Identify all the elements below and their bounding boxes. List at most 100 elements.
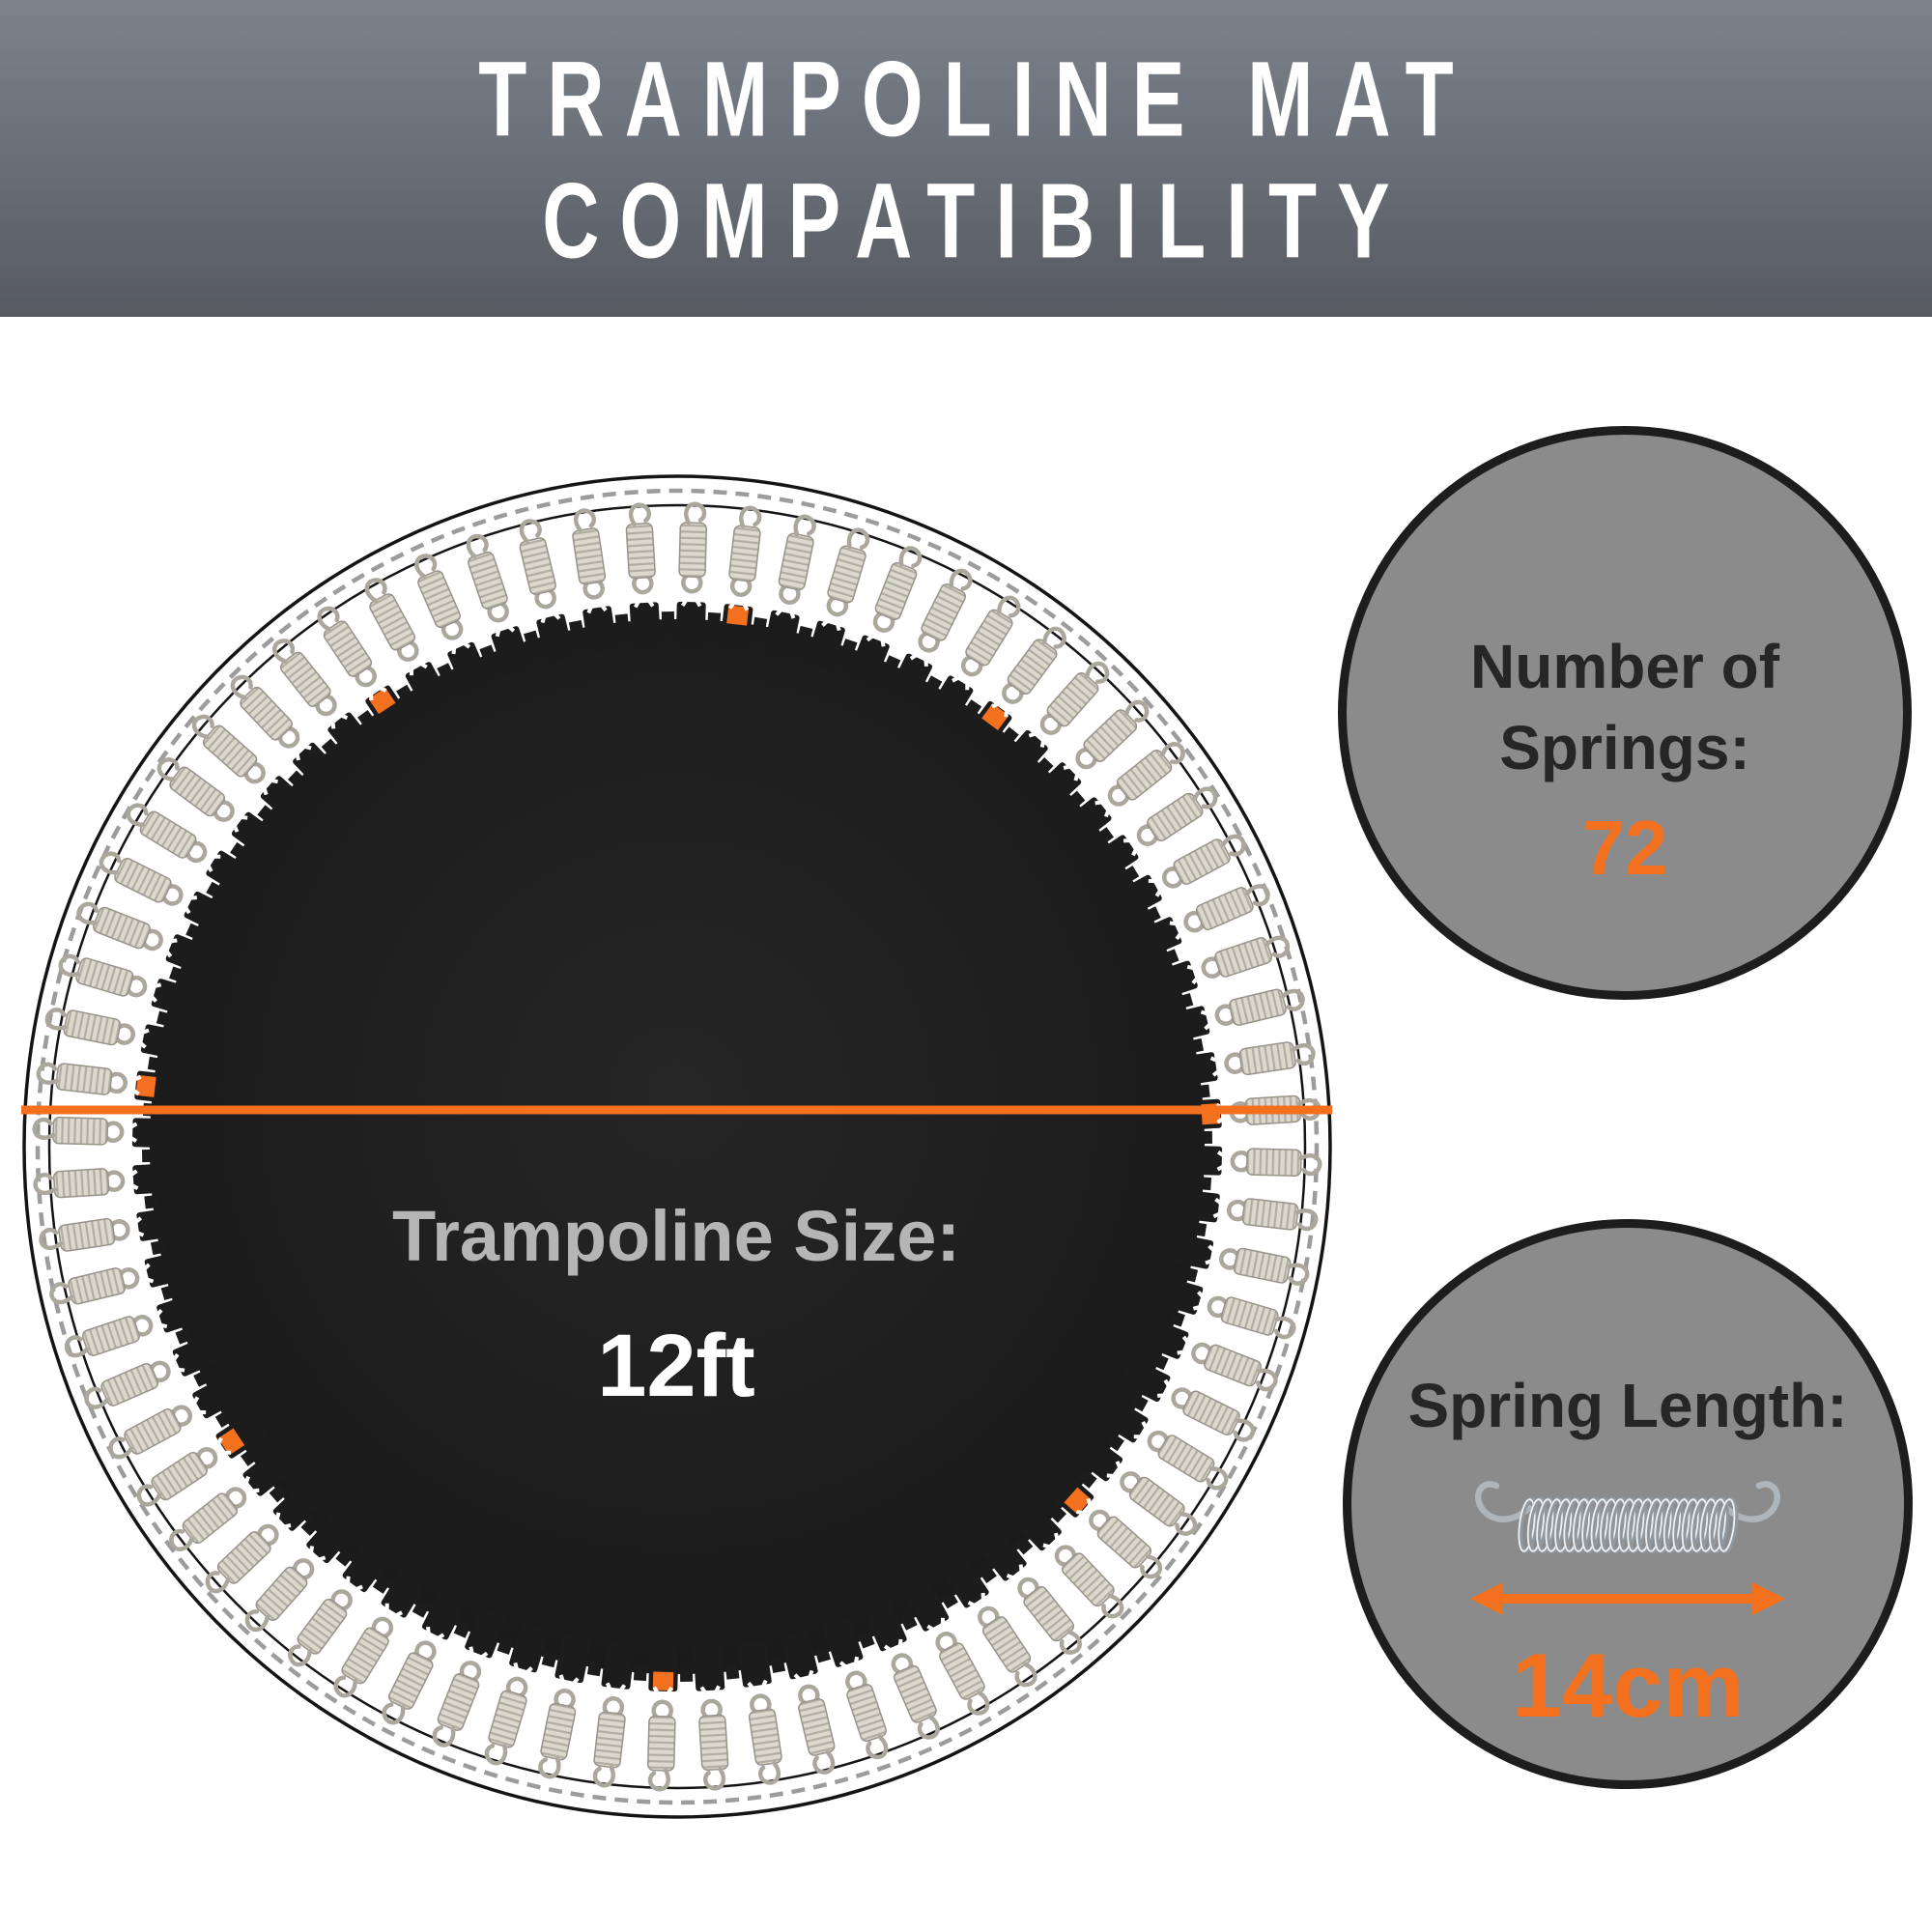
- spring-coil: [1083, 709, 1138, 762]
- coil-loop-highlight: [1654, 1498, 1672, 1552]
- mat-tab: [184, 891, 236, 936]
- spring-outer-hook: [757, 1760, 781, 1785]
- coil-loop-highlight: [1608, 1498, 1627, 1552]
- coil-loop-highlight: [1681, 1498, 1699, 1552]
- spring-outer-hook: [1175, 1511, 1198, 1536]
- spring-coil: [1046, 671, 1099, 727]
- spring-coil: [748, 1708, 782, 1766]
- spring-outer-hook: [1280, 988, 1305, 1011]
- mat-edge-bump: [924, 675, 943, 694]
- mat-tab: [1111, 874, 1162, 920]
- mat-tab: [156, 1292, 207, 1333]
- arrow-head-left: [1470, 1582, 1503, 1615]
- spring-coil: [1229, 988, 1287, 1026]
- spring-assembly: [904, 1580, 990, 1716]
- spring-outer-hook: [1295, 1208, 1319, 1232]
- frame-dashed-circle: [35, 488, 1320, 1805]
- spring-assembly: [64, 1292, 207, 1358]
- spring-assembly: [1160, 988, 1305, 1044]
- spring-coil: [240, 686, 293, 741]
- mat-tab: [421, 1588, 467, 1640]
- arrow-head-right: [1752, 1582, 1785, 1615]
- mat-edge-bump: [1047, 1504, 1067, 1523]
- spring-assembly: [780, 1630, 836, 1775]
- spring-outer-hook: [866, 1734, 889, 1760]
- mat-tab: [737, 1639, 772, 1688]
- spring-coil: [593, 1711, 626, 1769]
- spring-outer-hook: [573, 508, 597, 533]
- spring-coil: [1173, 838, 1231, 885]
- spring-coil: [540, 1702, 577, 1761]
- spring-assembly: [1177, 1145, 1322, 1178]
- mat-tab: [806, 620, 845, 670]
- mat-edge-bump: [169, 966, 186, 983]
- spring-outer-hook: [949, 568, 973, 591]
- spring-outer-hook: [519, 519, 542, 544]
- spring-coil: [1241, 1198, 1299, 1231]
- spring-outer-hook: [1256, 1368, 1278, 1392]
- spring-coil: [1117, 749, 1173, 801]
- spring-coil: [124, 1408, 182, 1455]
- coil-loop-highlight: [1536, 1498, 1554, 1552]
- spring-coil: [1195, 887, 1254, 930]
- spring-outer-hook: [58, 953, 80, 978]
- spring-assembly: [1096, 1396, 1229, 1491]
- mat-edge-bump: [230, 841, 248, 861]
- spring-assembly: [76, 901, 216, 977]
- spring-coil: [921, 583, 967, 641]
- spring-outer-hook: [1221, 834, 1246, 857]
- mat-edge-bump: [797, 625, 813, 642]
- spring-outer-hook: [205, 1571, 231, 1594]
- spring-outer-hook: [169, 1528, 194, 1551]
- mat-tab: [536, 613, 575, 664]
- spring-outer-hook: [484, 1744, 508, 1766]
- spring-coil: [1023, 1586, 1075, 1642]
- highlight-tab: [1064, 1487, 1092, 1515]
- mat-tab: [1011, 1500, 1062, 1551]
- spring-coil: [68, 1267, 126, 1305]
- spring-outer-hook: [628, 502, 652, 526]
- mat-edge-bump: [144, 1194, 159, 1209]
- coil-loop-highlight: [1563, 1498, 1581, 1552]
- spring-outer-hook: [191, 714, 214, 739]
- spring-coil: [1204, 1344, 1262, 1387]
- mat-tab: [864, 1601, 907, 1652]
- mat-tab: [999, 729, 1048, 781]
- mat-tab: [1071, 1434, 1123, 1482]
- spring-coil: [139, 810, 197, 859]
- mat-tab: [1148, 960, 1198, 1002]
- mat-tab: [1165, 1233, 1214, 1269]
- mat-edge-bump: [1143, 906, 1161, 924]
- spring-coil: [1128, 1476, 1185, 1527]
- mat-edge-bump: [1095, 827, 1115, 845]
- mat-edge-bump: [858, 1631, 875, 1649]
- mat-edge-bump: [1151, 1352, 1169, 1371]
- mat-edge-bump: [1000, 726, 1019, 746]
- spring-coil: [93, 906, 151, 950]
- spring-assembly: [36, 1062, 182, 1104]
- jumping-mat: [150, 619, 1205, 1674]
- spring-assembly: [288, 1541, 390, 1667]
- spring-outer-hook: [76, 901, 99, 925]
- spring-outer-hook: [1059, 1630, 1082, 1655]
- spring-coil: [55, 1063, 113, 1095]
- spring-assembly: [317, 606, 412, 737]
- spring-assembly: [978, 1530, 1082, 1655]
- spring-assembly: [1011, 1500, 1124, 1619]
- spring-assembly: [169, 1447, 294, 1551]
- spring-outer-hook: [1101, 1593, 1124, 1619]
- spring-coil: [939, 1642, 985, 1700]
- spring-assembly: [99, 851, 236, 936]
- spring-assembly: [1071, 1434, 1198, 1536]
- mat-edge-bump: [150, 1239, 167, 1256]
- spring-coil: [437, 1673, 480, 1731]
- spring-assembly: [108, 1374, 243, 1460]
- coil-loop-highlight: [1572, 1498, 1590, 1552]
- spring-coil: [1007, 639, 1058, 696]
- mat-edge-bump: [524, 630, 540, 647]
- spring-outer-hook: [32, 1117, 56, 1140]
- spring-assembly: [1165, 1233, 1310, 1286]
- mat-edge-bump: [156, 1010, 173, 1027]
- mat-edge-bump: [300, 1517, 320, 1537]
- spring-assembly: [592, 1642, 635, 1788]
